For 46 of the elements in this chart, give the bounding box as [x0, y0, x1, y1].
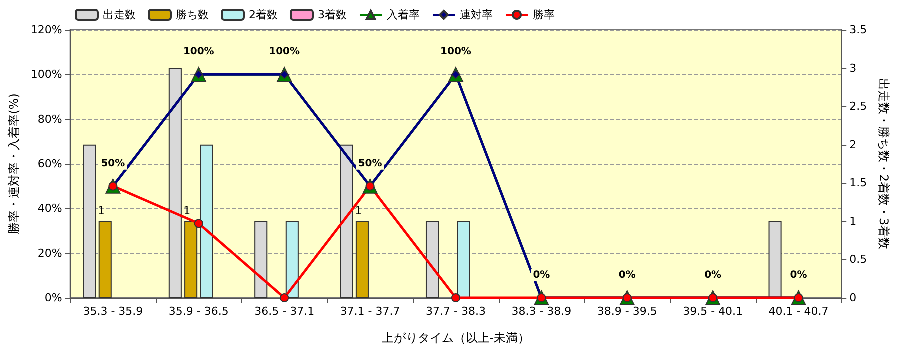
- y-tick-label: 100%: [30, 68, 62, 82]
- y2-tick-label: 0.5: [850, 253, 868, 266]
- legend-label: 2着数: [249, 8, 278, 22]
- y-axis-title: 勝率・連対率・入着率(%): [7, 94, 21, 234]
- legend-label: 勝率: [532, 8, 555, 22]
- x-tick-label: 35.9 - 36.5: [168, 305, 229, 318]
- y2-tick-label: 3.5: [850, 24, 868, 36]
- data-label: 0%: [790, 270, 808, 281]
- y2-tick-label: 0: [850, 292, 857, 304]
- data-label: 50%: [358, 158, 382, 170]
- y-tick-label: 0%: [44, 292, 62, 304]
- y2-tick-label: 1: [850, 214, 857, 228]
- legend-label: 勝ち数: [176, 8, 209, 22]
- x-tick-label: 35.3 - 35.9: [83, 305, 144, 318]
- x-tick-label: 36.5 - 37.1: [254, 305, 315, 318]
- x-tick-label: 38.9 - 39.5: [597, 305, 658, 318]
- x-tick-label: 37.7 - 38.3: [426, 305, 486, 318]
- data-label: 100%: [269, 46, 300, 58]
- x-tick-label: 39.5 - 40.1: [683, 305, 744, 318]
- data-label: 1: [354, 204, 362, 218]
- data-label: 100%: [440, 46, 472, 58]
- y-tick-label: 80%: [38, 112, 62, 126]
- y-tick-label: 120%: [30, 24, 62, 36]
- legend-label: 入着率: [386, 8, 420, 22]
- x-tick-label: 37.1 - 37.7: [340, 305, 400, 318]
- x-axis-title: 上がりタイム（以上-未満）: [382, 331, 530, 345]
- y-tick-label: 20%: [38, 246, 62, 260]
- y2-axis-title: 出走数・勝ち数・2着数・3着数: [877, 78, 891, 250]
- data-label: 0%: [618, 270, 636, 281]
- y2-tick-label: 2: [850, 138, 857, 152]
- y-tick-label: 40%: [38, 202, 62, 216]
- y-tick-label: 60%: [38, 158, 62, 170]
- data-label: 100%: [183, 46, 214, 58]
- x-tick-label: 40.1 - 40.7: [768, 305, 829, 318]
- y2-tick-label: 3: [850, 62, 857, 75]
- legend-label: 連対率: [460, 8, 493, 22]
- y2-tick-label: 2.5: [850, 100, 868, 114]
- data-label: 50%: [101, 158, 126, 170]
- data-label: 1: [98, 204, 105, 218]
- legend-label: 出走数: [103, 8, 136, 22]
- data-label: 0%: [533, 270, 550, 281]
- data-label: 1: [184, 204, 191, 218]
- data-label: 0%: [704, 270, 722, 281]
- y2-tick-label: 1.5: [850, 176, 868, 190]
- x-tick-label: 38.3 - 38.9: [512, 305, 572, 318]
- legend-label: 3着数: [318, 8, 347, 22]
